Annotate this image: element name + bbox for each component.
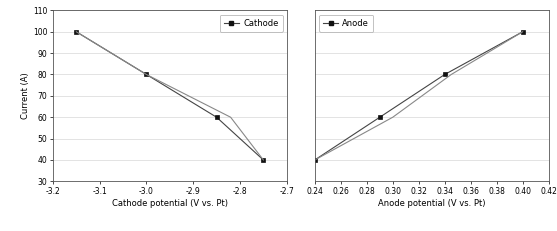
X-axis label: Cathode potential (V vs. Pt): Cathode potential (V vs. Pt) (112, 199, 228, 208)
Legend: Anode: Anode (319, 15, 373, 32)
X-axis label: Anode potential (V vs. Pt): Anode potential (V vs. Pt) (378, 199, 486, 208)
Y-axis label: Current (A): Current (A) (21, 73, 30, 119)
Legend: Cathode: Cathode (219, 15, 282, 32)
